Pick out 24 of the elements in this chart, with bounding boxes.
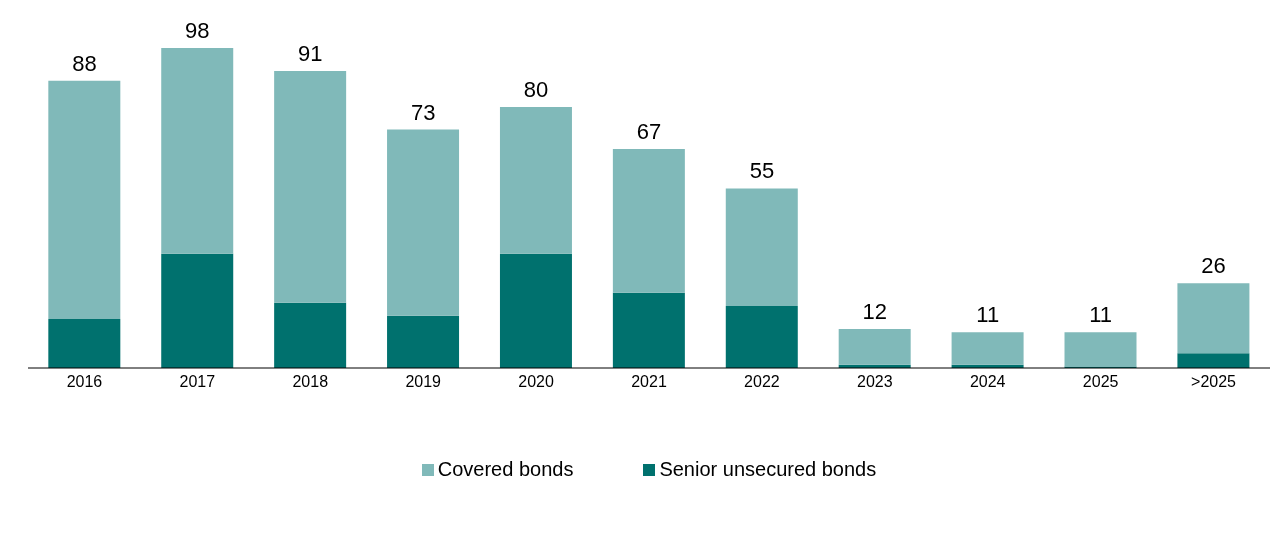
x-tick-label: 2023 <box>857 373 893 391</box>
annotation: 88 <box>72 50 97 76</box>
legend-label: Covered bonds <box>436 458 574 481</box>
annotation: 80 <box>523 76 549 102</box>
x-tick-label: 2016 <box>66 373 103 391</box>
x-tick-label: 2017 <box>179 373 216 391</box>
x-tick-label: 2018 <box>292 373 329 391</box>
annotation: 67 <box>636 119 662 145</box>
annotation: 26 <box>1201 253 1226 279</box>
annotation: 11 <box>1089 302 1113 328</box>
annotation: 91 <box>298 41 323 67</box>
annotation: 73 <box>410 99 436 125</box>
annotation: 11 <box>976 302 1000 328</box>
x-tick-label: 2021 <box>631 373 667 391</box>
annotation: 12 <box>862 298 888 324</box>
annotation: 55 <box>749 158 775 184</box>
x-tick-label: 2025 <box>1082 373 1119 391</box>
x-tick-label: 2022 <box>744 373 780 391</box>
x-tick-label: 2019 <box>405 373 442 391</box>
x-tick-label: >2025 <box>1191 373 1237 391</box>
legend-label: Senior unsecured bonds <box>658 458 877 481</box>
annotation: 98 <box>185 18 210 43</box>
x-tick-label: 2020 <box>518 373 554 391</box>
x-tick-label: 2024 <box>969 373 1006 391</box>
